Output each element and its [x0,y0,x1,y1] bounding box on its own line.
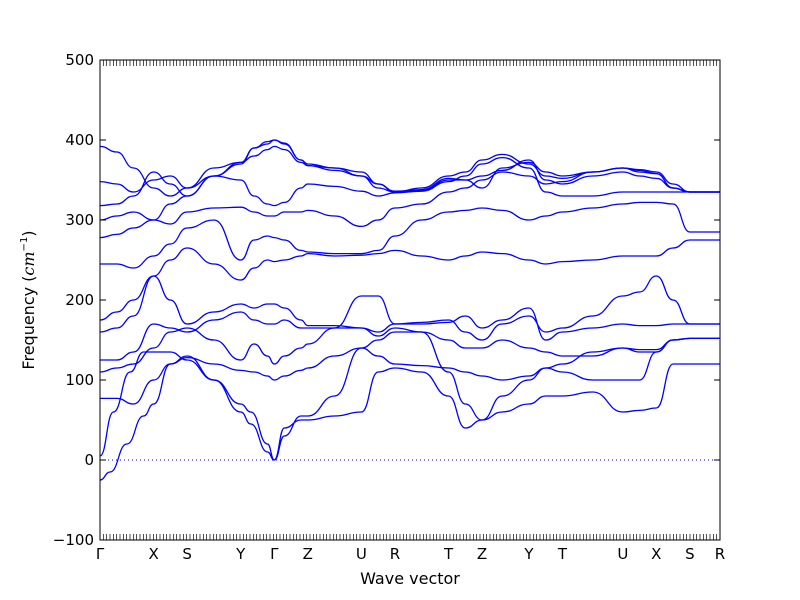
phonon-branch-11 [99,156,720,207]
y-axis-title-unit: cm [19,251,38,275]
y-tick-labels: −100 0 100 200 300 400 500 [53,51,94,549]
phonon-branch-2 [99,331,720,461]
y-axis-title-text: Frequency ( [19,276,38,370]
phonon-branch-6 [99,275,720,341]
x-tick-label-7: R [390,545,400,563]
x-tick-label-14: S [685,545,695,563]
x-tick-label-6: U [356,545,367,563]
x-tick-label-13: X [651,545,661,563]
tick-layer [99,59,721,541]
y-tick-label-2: 100 [65,371,94,389]
y-tick-label-5: 400 [65,131,94,149]
plot-frame [99,59,721,541]
phonon-branch-3 [100,337,720,405]
phonon-branch-4 [99,327,720,373]
y-tick-label-4: 300 [65,211,94,229]
x-tick-label-10: Y [523,545,534,563]
y-axis-title-close: ) [19,230,38,236]
x-tick-label-15: R [715,545,725,563]
y-tick-label-0: −100 [53,531,94,549]
phonon-branch-7 [99,239,720,321]
y-axis-title: Frequency (cm−1) [19,230,38,369]
phonon-branch-8 [100,201,720,269]
x-tick-label-0: Γ [96,545,105,563]
y-axis-title-exponent: −1 [19,237,30,252]
x-axis-title: Wave vector [360,569,460,588]
x-tick-label-9: Z [477,545,487,563]
x-tick-label-4: Γ [270,545,279,563]
x-tick-label-5: Z [303,545,313,563]
y-tick-label-1: 0 [84,451,94,469]
x-tick-label-12: U [617,545,628,563]
plot-background [100,60,720,540]
phonon-branch-13 [99,139,720,197]
phonon-branch-5 [100,275,720,361]
x-tick-label-11: T [557,545,568,563]
x-tick-label-3: Y [235,545,246,563]
x-tick-label-8: T [443,545,454,563]
y-tick-label-6: 500 [65,51,94,69]
y-tick-label-3: 200 [65,291,94,309]
x-tick-label-2: S [182,545,192,563]
x-tick-label-1: X [148,545,158,563]
series-layer [99,139,721,481]
phonon-branch-12 [99,145,720,193]
